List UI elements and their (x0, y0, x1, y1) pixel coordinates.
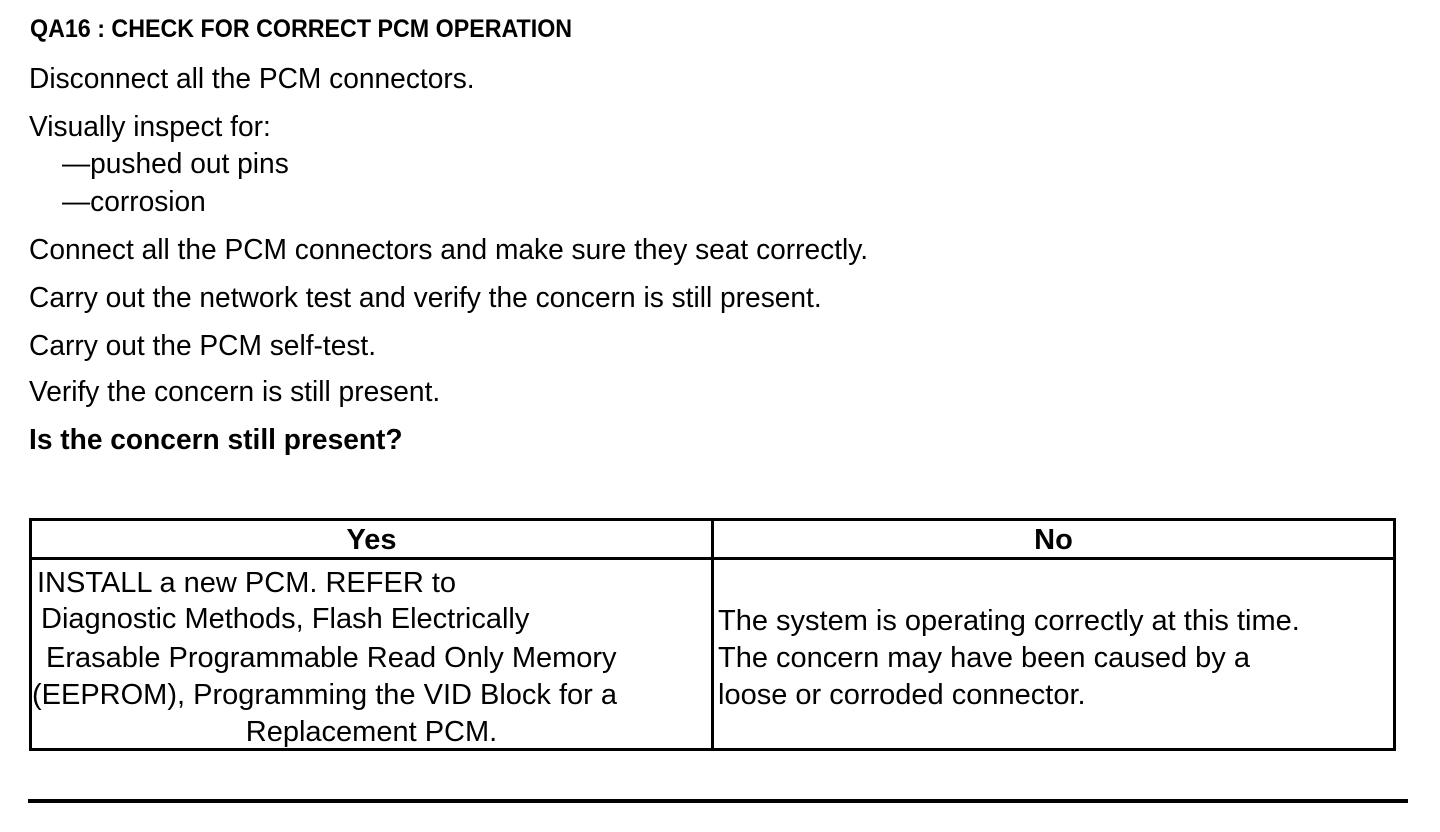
yes-line: Replacement PCM. (245, 716, 498, 748)
result-table: Yes No INSTALL a new PCM. REFER to Diagn… (29, 518, 1396, 751)
no-line: The concern may have been caused by a (718, 642, 1250, 674)
yes-line: Diagnostic Methods, Flash Electrically (41, 603, 530, 635)
step-text: Disconnect all the PCM connectors. (29, 63, 475, 95)
step-text: Verify the concern is still present. (29, 376, 441, 408)
yes-line: Erasable Programmable Read Only Memory (46, 642, 617, 674)
question: Is the concern still present? (29, 424, 403, 456)
section-title: QA16 : CHECK FOR CORRECT PCM OPERATION (30, 15, 573, 43)
header-no: No (1034, 524, 1073, 556)
yes-line: INSTALL a new PCM. REFER to (37, 567, 457, 599)
inspect-item: —pushed out pins (62, 148, 289, 180)
no-line: loose or corroded connector. (718, 679, 1086, 711)
inspect-item: —corrosion (62, 186, 206, 218)
step-text: Visually inspect for: (29, 111, 271, 143)
header-divider (32, 557, 1393, 560)
step-text: Connect all the PCM connectors and make … (29, 234, 869, 266)
yes-line: (EEPROM), Programming the VID Block for … (32, 679, 617, 711)
bottom-rule (28, 799, 1408, 803)
step-text: Carry out the PCM self-test. (29, 330, 377, 362)
step-text: Carry out the network test and verify th… (29, 282, 822, 314)
header-yes: Yes (346, 524, 397, 556)
column-divider (711, 521, 714, 748)
no-line: The system is operating correctly at thi… (718, 605, 1300, 637)
